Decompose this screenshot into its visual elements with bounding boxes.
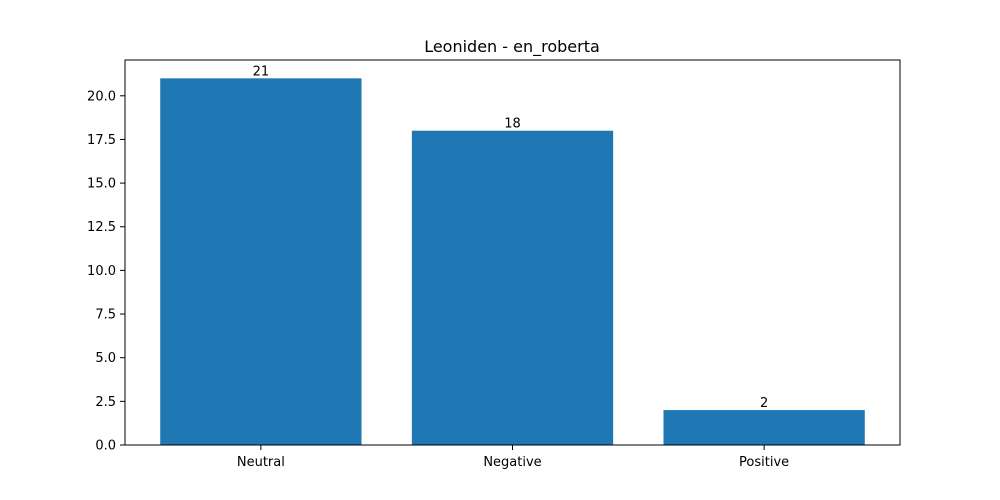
x-tick-label-neutral: Neutral [237, 455, 285, 470]
x-tick-label-positive: Positive [739, 455, 789, 470]
bar-value-label-positive: 2 [760, 396, 768, 411]
bar-neutral [160, 78, 362, 445]
y-tick-label: 12.5 [87, 220, 116, 235]
y-tick-label: 5.0 [95, 351, 116, 366]
bar-labels-group: 21 18 2 [253, 64, 769, 411]
y-tick-label: 15.0 [87, 177, 116, 192]
y-tick-label: 20.0 [87, 89, 116, 104]
chart-title: Leoniden - en_roberta [424, 37, 600, 57]
plot-frame [124, 59, 901, 446]
bars-group [160, 78, 865, 445]
x-tick-label-negative: Negative [483, 455, 541, 470]
y-tick-label: 0.0 [95, 439, 116, 454]
y-tick-label: 7.5 [95, 308, 116, 323]
bar-value-label-negative: 18 [504, 117, 521, 132]
y-tick-label: 10.0 [87, 264, 116, 279]
y-axis: 0.0 2.5 5.0 7.5 10.0 12.5 15.0 17.5 20.0 [87, 89, 125, 454]
bar-value-label-neutral: 21 [253, 64, 270, 79]
y-tick-label: 2.5 [95, 395, 116, 410]
bar-negative [411, 130, 614, 445]
y-tick-label: 17.5 [87, 133, 116, 148]
bar-positive [663, 410, 865, 445]
x-axis: Neutral Negative Positive [237, 445, 789, 470]
